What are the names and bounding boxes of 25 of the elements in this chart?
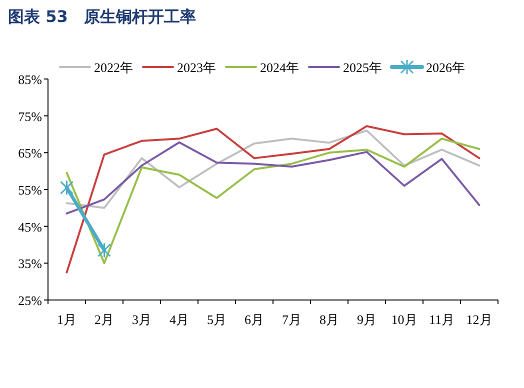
y-tick-label: 65% bbox=[18, 146, 42, 161]
x-tick-label: 4月 bbox=[170, 312, 189, 327]
y-tick-label: 75% bbox=[18, 108, 42, 124]
legend-label: 2024年 bbox=[260, 60, 299, 75]
x-tick-label: 2月 bbox=[94, 312, 114, 327]
legend-label: 2025年 bbox=[343, 60, 382, 75]
legend-label: 2022年 bbox=[94, 60, 133, 75]
y-tick-label: 35% bbox=[18, 256, 42, 272]
legend-label: 2023年 bbox=[177, 60, 216, 75]
y-tick-label: 85% bbox=[18, 72, 42, 87]
x-tick-label: 8月 bbox=[320, 312, 339, 327]
x-tick-label: 7月 bbox=[282, 312, 302, 327]
x-tick-label: 5月 bbox=[207, 312, 226, 327]
x-tick-label: 11月 bbox=[428, 312, 455, 327]
y-tick-label: 25% bbox=[18, 293, 42, 308]
x-tick-label: 3月 bbox=[132, 312, 152, 327]
legend-label: 2026年 bbox=[426, 60, 465, 75]
x-tick-label: 1月 bbox=[57, 312, 76, 327]
x-tick-label: 6月 bbox=[244, 312, 264, 327]
y-tick-label: 55% bbox=[18, 182, 42, 198]
y-tick-label: 45% bbox=[18, 219, 42, 234]
chart-title: 图表 53 原生铜杆开工率 bbox=[8, 7, 196, 26]
x-tick-label: 9月 bbox=[357, 312, 376, 327]
x-tick-label: 12月 bbox=[466, 312, 492, 327]
x-tick-label: 10月 bbox=[391, 312, 418, 327]
